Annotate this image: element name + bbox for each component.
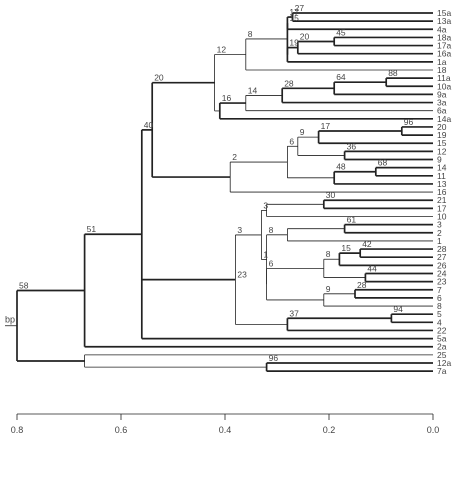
support-value: 20: [154, 73, 164, 83]
leaf-label: 14a: [437, 114, 451, 124]
support-value: 9: [326, 284, 331, 294]
leaf-label: 5a: [437, 334, 447, 344]
leaf-label: 11a: [437, 73, 451, 83]
support-value: 37: [289, 308, 299, 318]
support-value: 9: [300, 127, 305, 137]
support-value: 44: [367, 263, 377, 273]
support-value: 27: [295, 3, 305, 13]
leaf-label: 7: [437, 285, 442, 295]
support-value: 51: [87, 224, 97, 234]
support-value: 3: [263, 200, 268, 210]
support-value: 96: [404, 117, 414, 127]
support-value: 16: [222, 93, 232, 103]
support-value: 17: [321, 121, 331, 131]
support-value: 28: [357, 280, 367, 290]
support-value: 42: [362, 239, 372, 249]
x-axis: 0.8 0.6 0.4 0.2 0.0: [11, 413, 440, 435]
leaf-label: 18: [437, 65, 447, 75]
leaf-label: 10a: [437, 81, 451, 91]
leaf-label: 24: [437, 268, 447, 278]
leaf-label: 15a: [437, 8, 451, 18]
support-value: 20: [300, 31, 310, 41]
leaf-label: 23: [437, 277, 447, 287]
support-value: 30: [326, 190, 336, 200]
leaf-label: 6a: [437, 106, 447, 116]
leaf-label: 21: [437, 195, 447, 205]
support-value: 61: [347, 215, 357, 225]
leaf-label: 7a: [437, 366, 447, 376]
root-label: bp: [5, 315, 15, 325]
leaf-label: 20: [437, 122, 447, 132]
leaf-label: 9: [437, 155, 442, 165]
support-value: 6: [289, 136, 294, 146]
support-value: 3: [237, 225, 242, 235]
support-value: 48: [336, 162, 346, 172]
leaf-label: 10: [437, 212, 447, 222]
support-value: 14: [248, 85, 258, 95]
leaf-label: 17a: [437, 41, 451, 51]
axis-tick-label: 0.0: [427, 425, 440, 435]
leaf-label: 27: [437, 252, 447, 262]
leaf-label: 9a: [437, 89, 447, 99]
leaf-label: 3a: [437, 98, 447, 108]
support-value: 94: [393, 304, 403, 314]
leaf-label: 8: [437, 301, 442, 311]
leaf-label: 25: [437, 350, 447, 360]
support-value: 36: [347, 141, 357, 151]
leaf-label: 12: [437, 146, 447, 156]
leaf-label: 14: [437, 163, 447, 173]
support-value: 45: [336, 27, 346, 37]
support-value: 6: [269, 258, 274, 268]
axis-tick-label: 0.2: [323, 425, 336, 435]
leaf-label: 2a: [437, 342, 447, 352]
leaf-label: 15: [437, 138, 447, 148]
leaf-label: 16a: [437, 49, 451, 59]
leaf-label: 4: [437, 317, 442, 327]
leaf-label: 5: [437, 309, 442, 319]
support-value: 8: [326, 249, 331, 259]
leaf-label: 13: [437, 179, 447, 189]
leaf-label: 18a: [437, 32, 451, 42]
support-value: 19: [289, 38, 299, 48]
support-value: 23: [237, 270, 247, 280]
support-value: 68: [378, 158, 388, 168]
support-labels: 2717452019158886428141612961736968486220…: [19, 3, 414, 363]
support-value: 15: [289, 13, 299, 23]
leaf-label: 13a: [437, 16, 451, 26]
leaf-label: 2: [437, 228, 442, 238]
leaf-label: 12a: [437, 358, 451, 368]
leaf-label: 3: [437, 220, 442, 230]
leaf-label: 22: [437, 325, 447, 335]
leaf-label: 19: [437, 130, 447, 140]
leaf-label: 1: [437, 236, 442, 246]
support-value: 40: [144, 120, 154, 130]
leaf-label: 1a: [437, 57, 447, 67]
branches: [5, 12, 433, 373]
support-value: 96: [269, 353, 279, 363]
axis-tick-label: 0.4: [219, 425, 232, 435]
leaf-label: 6: [437, 293, 442, 303]
support-value: 12: [217, 44, 227, 54]
support-value: 2: [232, 152, 237, 162]
leaf-labels: 15a13a4a18a17a16a1a1811a10a9a3a6a14a2019…: [437, 8, 451, 376]
support-value: 15: [341, 243, 351, 253]
axis-tick-label: 0.8: [11, 425, 24, 435]
leaf-label: 26: [437, 260, 447, 270]
leaf-label: 16: [437, 187, 447, 197]
support-value: 8: [269, 225, 274, 235]
support-value: 17: [289, 7, 299, 17]
leaf-label: 17: [437, 203, 447, 213]
axis-tick-label: 0.6: [115, 425, 128, 435]
leaf-label: 28: [437, 244, 447, 254]
support-value: 28: [284, 78, 294, 88]
support-value: 1: [263, 249, 268, 259]
support-value: 64: [336, 72, 346, 82]
support-value: 58: [19, 280, 29, 290]
support-value: 8: [248, 29, 253, 39]
leaf-label: 4a: [437, 24, 447, 34]
leaf-label: 11: [437, 171, 446, 181]
support-value: 88: [388, 68, 398, 78]
